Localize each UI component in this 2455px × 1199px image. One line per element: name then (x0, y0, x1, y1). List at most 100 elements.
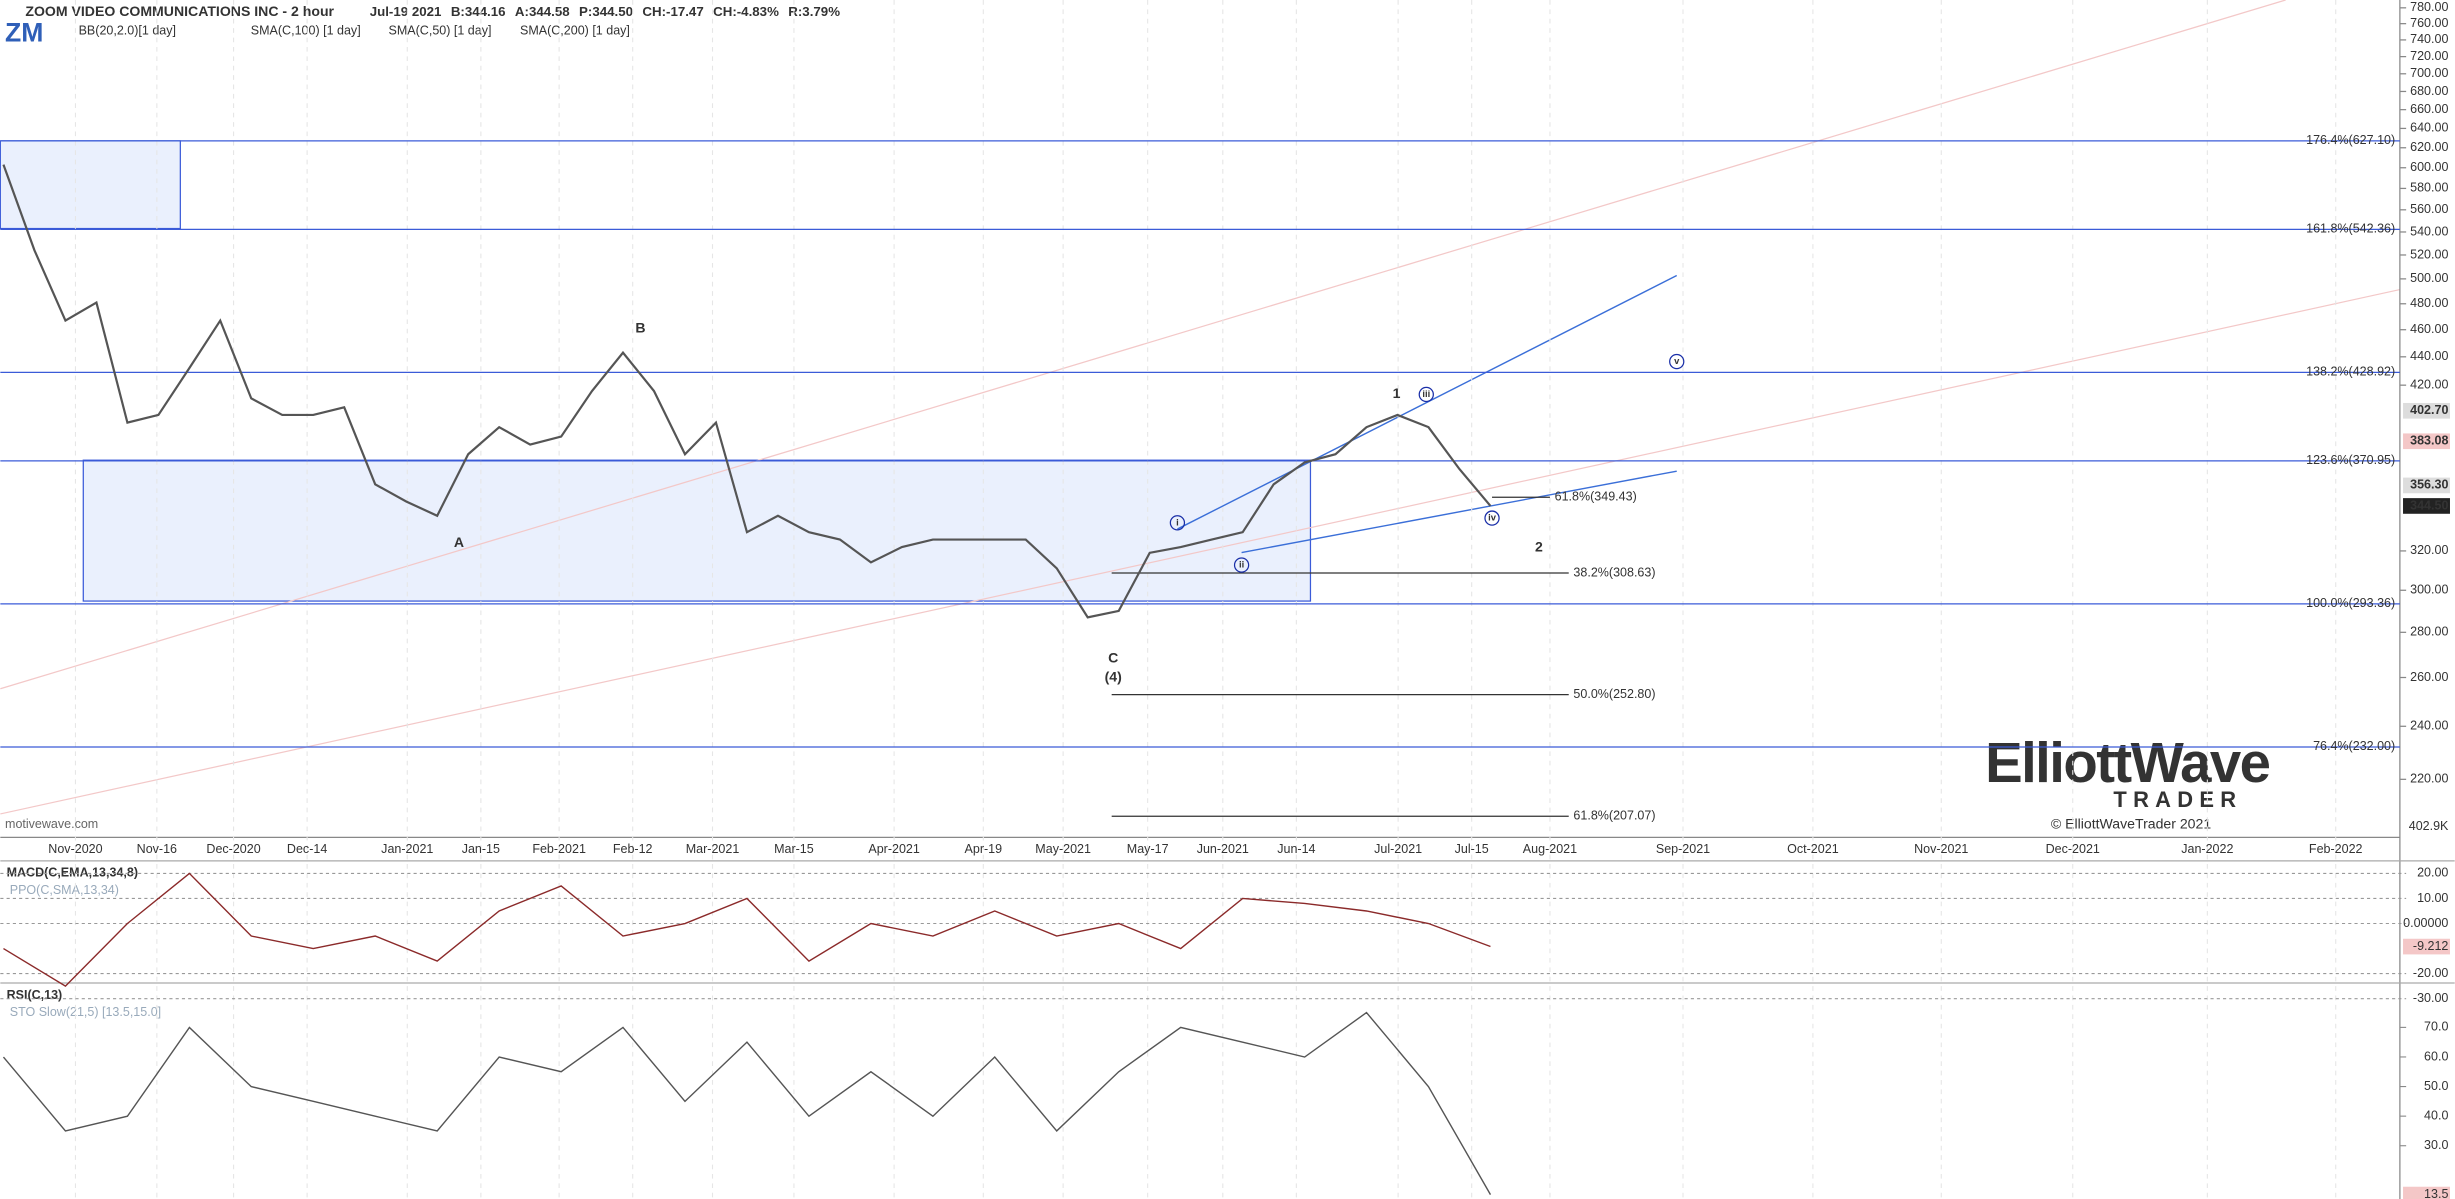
y-tick-label: 760.00 (2410, 16, 2448, 30)
wave-label: B (635, 319, 645, 335)
channel-line (0, 0, 2286, 690)
x-tick-label: Jul-2021 (1374, 842, 1422, 856)
y-tick-label: 780.00 (2410, 0, 2448, 14)
copyright: © ElliottWaveTrader 2021 (2051, 816, 2212, 832)
y-tick-label: 620.00 (2410, 140, 2448, 154)
y-tick-label: -20.00 (2413, 966, 2449, 980)
fib-label: 61.8%(207.07) (1573, 809, 1655, 823)
overlay-label: SMA(C,100) [1 day] (251, 24, 361, 38)
y-tick-label: 320.00 (2410, 543, 2448, 557)
quote-item: P:344.50 (579, 4, 633, 19)
fib-label: 100.0%(293.36) (2306, 596, 2395, 610)
quote-item: R:3.79% (788, 4, 840, 19)
symbol: ZM (5, 17, 43, 47)
y-tick-label: -30.00 (2413, 991, 2449, 1005)
fib-label: 50.0%(252.80) (1573, 687, 1655, 701)
quote-item: CH:-4.83% (713, 4, 779, 19)
y-tick-label: 480.00 (2410, 296, 2448, 310)
overlay-label: SMA(C,200) [1 day] (520, 24, 630, 38)
y-tick-label: 520.00 (2410, 247, 2448, 261)
fib-label: 138.2%(428.92) (2306, 365, 2395, 379)
wave-circle (1169, 515, 1186, 531)
y-tick-label: 680.00 (2410, 84, 2448, 98)
y-tick-label: 30.0 (2424, 1138, 2448, 1152)
x-tick-label: Jul-15 (1455, 842, 1489, 856)
wave-box (82, 459, 1312, 602)
y-tick-label: 720.00 (2410, 49, 2448, 63)
wave-box (0, 140, 181, 230)
title: ZOOM VIDEO COMMUNICATIONS INC - 2 hour (25, 3, 334, 19)
fib-label: 161.8%(542.36) (2306, 222, 2395, 236)
x-tick-label: Aug-2021 (1523, 842, 1577, 856)
y-tick-label: 560.00 (2410, 202, 2448, 216)
trend-line (1177, 274, 1678, 530)
price-line (2, 164, 1492, 619)
y-tick-label: 740.00 (2410, 32, 2448, 46)
wave-circle (1669, 353, 1685, 370)
x-tick-label: Mar-2021 (686, 842, 740, 856)
watermark: motivewave.com (5, 817, 98, 831)
y-tick-label: 240.00 (2410, 719, 2448, 733)
price-badge (2403, 477, 2450, 494)
wave-label: 1 (1393, 385, 1401, 401)
fib-label: 76.4%(232.00) (2313, 739, 2395, 753)
x-tick-label: Apr-2021 (868, 842, 920, 856)
trend-line (1241, 470, 1677, 554)
y-tick-label: 0.00000 (2403, 916, 2448, 930)
wave-circle (1484, 510, 1500, 526)
macd-badge-label: -9.212 (2413, 939, 2449, 953)
wave-label: (4) (1105, 668, 1122, 684)
price-badge (2403, 498, 2450, 514)
y-tick-label: 60.0 (2424, 1049, 2448, 1063)
quote-item: Jul-19 2021 (370, 4, 442, 19)
rsi-subtitle: STO Slow(21,5) [13.5,15.0] (10, 1005, 161, 1019)
logo-sub: TRADER (2113, 787, 2242, 812)
y-tick-label: 540.00 (2410, 224, 2448, 238)
quote-item: CH:-17.47 (642, 4, 703, 19)
y-tick-label: 640.00 (2410, 121, 2448, 135)
y-tick-label: 70.0 (2424, 1020, 2448, 1034)
y-tick-label: 420.00 (2410, 377, 2448, 391)
price-badge (2403, 433, 2450, 450)
rsi-line (2, 1011, 1492, 1195)
macd-subtitle: PPO(C,SMA,13,34) (10, 883, 119, 897)
x-tick-label: Oct-2021 (1787, 842, 1839, 856)
x-tick-label: Dec-2021 (2046, 842, 2100, 856)
logo: ElliottWave (1985, 731, 2270, 794)
x-tick-label: Apr-19 (965, 842, 1003, 856)
fib-label: 123.6%(370.95) (2306, 453, 2395, 467)
x-tick-label: Nov-2021 (1914, 842, 1968, 856)
overlay-label: SMA(C,50) [1 day] (389, 24, 492, 38)
y-tick-label: 440.00 (2410, 349, 2448, 363)
y-tick-label: 220.00 (2410, 772, 2448, 786)
y-tick-label: 280.00 (2410, 625, 2448, 639)
channel-line (0, 288, 2401, 815)
y-tick-label: 500.00 (2410, 271, 2448, 285)
y-tick-label: 260.00 (2410, 670, 2448, 684)
x-tick-label: Feb-2021 (532, 842, 586, 856)
x-tick-label: Jan-2022 (2181, 842, 2233, 856)
x-tick-label: Nov-2020 (48, 842, 102, 856)
macd-line (3, 872, 1491, 988)
price-badge-label: 344.50 (2410, 498, 2448, 512)
y-tick-label: 460.00 (2410, 322, 2448, 336)
wave-label: iv (1488, 512, 1497, 523)
y-tick-label: 50.0 (2424, 1079, 2448, 1093)
wave-label: v (1674, 355, 1680, 366)
fib-label: 38.2%(308.63) (1573, 565, 1655, 579)
x-tick-label: Nov-16 (137, 842, 177, 856)
wave-circle (1418, 386, 1434, 403)
wave-label: 2 (1535, 539, 1543, 555)
x-tick-label: Dec-14 (287, 842, 327, 856)
overlay-label: BB(20,2.0)[1 day] (79, 24, 176, 38)
wave-circle (1233, 557, 1250, 573)
price-badge (2403, 402, 2450, 419)
x-tick-label: Jun-14 (1277, 842, 1315, 856)
fib-label: 176.4%(627.10) (2306, 133, 2395, 147)
wave-label: C (1108, 650, 1118, 666)
x-tick-label: Jan-15 (462, 842, 500, 856)
y-tick-label: 20.00 (2417, 866, 2448, 880)
quote-item: A:344.58 (515, 4, 570, 19)
y-tick-label: 600.00 (2410, 160, 2448, 174)
